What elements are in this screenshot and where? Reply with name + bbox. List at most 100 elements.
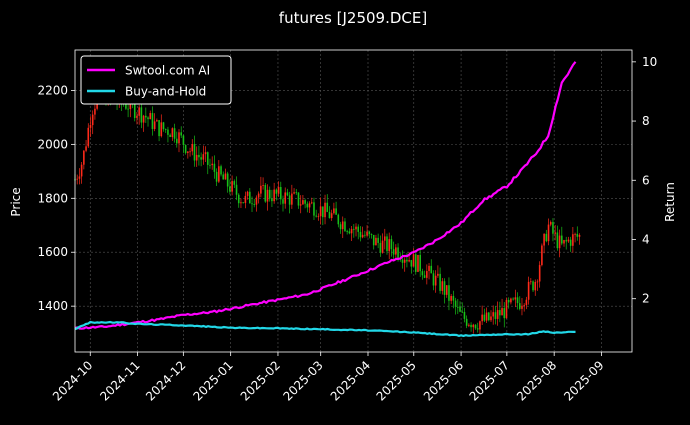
candle-body — [255, 197, 258, 205]
candle-body — [286, 192, 289, 196]
candle-body — [140, 107, 143, 123]
candle-body — [392, 249, 395, 255]
candle-body — [483, 314, 486, 321]
candle-body — [89, 125, 92, 128]
candle-body — [211, 163, 213, 166]
candle-body — [368, 231, 371, 235]
candle-body — [386, 236, 388, 252]
candle-body — [525, 299, 528, 306]
candle-body — [457, 306, 459, 308]
candle-body — [366, 231, 368, 236]
candle-body — [364, 234, 366, 236]
candle-body — [266, 189, 269, 202]
candle-body — [173, 128, 176, 139]
candle-body — [423, 275, 426, 278]
candle-body — [437, 273, 439, 276]
candle-body — [151, 113, 154, 129]
candle-body — [572, 234, 574, 246]
candle-body — [516, 297, 519, 304]
candle-body — [319, 206, 322, 217]
candle-body — [496, 310, 499, 319]
candle-body — [561, 235, 563, 244]
candle-body — [204, 152, 207, 155]
candle-body — [328, 211, 331, 219]
y-axis-label-right: Return — [663, 182, 677, 222]
candle-body — [169, 134, 171, 138]
candle-body — [215, 171, 218, 182]
candle-body — [481, 314, 483, 322]
candle-body — [242, 202, 244, 204]
candle-body — [359, 231, 362, 238]
candle-body — [414, 254, 417, 272]
candle-body — [410, 260, 413, 267]
candle-body — [147, 117, 149, 120]
candle-body — [80, 164, 83, 177]
candle-body — [379, 242, 382, 253]
candle-body — [468, 324, 470, 326]
candle-body — [348, 231, 351, 234]
candle-body — [452, 295, 455, 301]
candle-body — [310, 202, 313, 204]
candle-body — [390, 239, 393, 250]
candle-body — [527, 281, 530, 300]
candle-body — [220, 166, 222, 175]
candle-body — [465, 318, 468, 326]
candle-body — [249, 191, 251, 204]
candle-body — [293, 192, 295, 194]
y-left-tick-label: 2000 — [37, 137, 68, 151]
candle-body — [200, 157, 202, 160]
candle-body — [91, 114, 94, 126]
y-right-tick-label: 6 — [642, 173, 650, 187]
series-line-ai — [74, 61, 577, 330]
candle-body — [383, 236, 386, 241]
legend-label-ai: Swtool.com AI — [125, 64, 210, 78]
y-right-tick-label: 4 — [642, 232, 650, 246]
candle-body — [167, 129, 169, 135]
candle-body — [563, 240, 565, 244]
y-right-tick-label: 2 — [642, 292, 650, 306]
candle-body — [388, 239, 391, 252]
candle-body — [229, 186, 231, 192]
candlesticks — [74, 79, 581, 336]
candle-body — [536, 281, 539, 283]
series-line-buy-hold — [74, 320, 576, 337]
candle-body — [470, 324, 472, 328]
candle-body — [251, 203, 253, 205]
candle-body — [224, 173, 227, 180]
candle-body — [430, 265, 433, 274]
candle-body — [164, 129, 167, 130]
candle-body — [149, 113, 152, 120]
candle-body — [554, 232, 556, 234]
candle-body — [209, 164, 211, 166]
candle-body — [330, 213, 333, 219]
candle-body — [507, 299, 510, 303]
candle-body — [268, 189, 271, 199]
candle-body — [518, 303, 521, 309]
candle-body — [158, 120, 160, 137]
candle-body — [142, 115, 145, 123]
candle-body — [441, 281, 444, 291]
candle-body — [193, 144, 196, 161]
candle-body — [412, 254, 415, 267]
y-left-tick-label: 1400 — [37, 299, 68, 313]
candle-body — [521, 305, 523, 309]
candle-body — [237, 194, 240, 204]
candle-body — [487, 312, 490, 321]
candle-body — [195, 154, 198, 161]
candle-body — [153, 121, 156, 129]
candle-body — [569, 239, 572, 246]
legend: Swtool.com AI Buy-and-Hold — [80, 55, 232, 105]
candle-body — [235, 184, 238, 195]
candle-body — [538, 265, 541, 282]
candle-body — [543, 233, 545, 246]
candle-body — [306, 203, 309, 208]
candle-body — [397, 247, 399, 259]
candle-body — [492, 312, 495, 317]
candle-body — [417, 254, 419, 272]
candle-body — [377, 237, 379, 243]
candle-body — [315, 215, 317, 217]
candle-body — [503, 308, 506, 319]
candle-body — [171, 128, 174, 138]
candle-body — [565, 240, 568, 242]
